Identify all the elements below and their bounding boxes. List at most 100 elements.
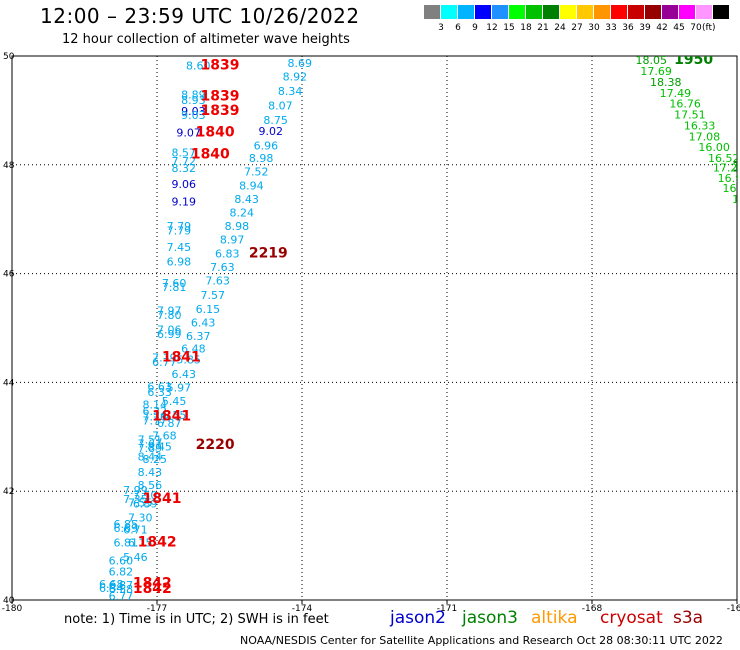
swh-value-label: 17.51 (674, 109, 706, 122)
colorbar-label: 30 (588, 23, 600, 33)
swh-value-label: 18.05 (636, 54, 668, 67)
swh-value-label: 6.48 (181, 342, 206, 355)
colorbar-swatch (424, 5, 440, 19)
swh-value-label: 5.45 (162, 395, 187, 408)
swh-value-label: 6.85 (114, 518, 139, 531)
pass-time-label: 1839 (201, 103, 240, 119)
colorbar-swatch (475, 5, 491, 19)
swh-value-label: 6.43 (191, 316, 216, 329)
x-tick-label: -177 (147, 604, 167, 614)
swh-value-label: 9.06 (172, 178, 197, 191)
x-tick-label: -165 (727, 604, 740, 614)
swh-value-label: 7.26 (143, 410, 168, 423)
colorbar-swatch (492, 5, 508, 19)
swh-value-label: 6.99 (157, 328, 182, 341)
x-tick-label: -180 (2, 604, 23, 614)
colorbar-label: 33 (605, 23, 617, 33)
colorbar-label: 42 (656, 23, 668, 33)
swh-value-label: 8.32 (172, 162, 197, 175)
swh-value-label: 7.30 (128, 512, 153, 525)
y-tick-label: 44 (3, 378, 15, 388)
swh-value-label: 6.81 (114, 537, 139, 550)
swh-value-label: 6.96 (254, 140, 279, 153)
colorbar-swatch (645, 5, 661, 19)
legend-item-jason2: jason2 (390, 608, 446, 628)
swh-value-label: 8.24 (230, 206, 255, 219)
pass-time-label: 1950 (674, 52, 713, 68)
swh-value-label: 7.45 (167, 241, 192, 254)
colorbar-label: 24 (554, 23, 566, 33)
swh-value-label: 8.44 (138, 451, 163, 464)
swh-value-label: 7.72 (172, 155, 197, 168)
pass-time-label: 1842 (133, 581, 172, 597)
swh-value-label: 16.90 (718, 172, 740, 185)
swh-value-label: 9.03 (181, 109, 206, 122)
swh-value-label: 7.67 (138, 438, 163, 451)
colorbar-label: 27 (571, 23, 583, 33)
swh-value-label: 7.99 (123, 484, 147, 497)
swh-value-label: 8.93 (181, 94, 206, 107)
swh-value-label: 17.08 (689, 130, 721, 143)
swh-value-label: 6.43 (172, 368, 197, 381)
swh-value-label: 7.50 (133, 489, 158, 502)
swh-value-label: 7.79 (167, 220, 192, 233)
colorbar-swatch (628, 5, 644, 19)
swh-value-label: 9.19 (172, 196, 197, 209)
colorbar-swatch (679, 5, 695, 19)
swh-value-label: 16.76 (669, 98, 701, 111)
swh-value-label: 6.68 (99, 578, 124, 591)
swh-value-label: 8.45 (147, 440, 172, 453)
swh-value-label: 7.80 (157, 309, 182, 322)
colorbar-label: 6 (455, 23, 461, 33)
colorbar-label: 9 (472, 23, 478, 33)
x-tick-label: -171 (437, 604, 457, 614)
colorbar-label: 18 (520, 23, 532, 33)
colorbar-swatch (560, 5, 576, 19)
swh-value-label: 7.68 (152, 430, 177, 443)
swh-value-label: 8.56 (138, 479, 163, 492)
swh-value-label: 8.69 (288, 57, 313, 70)
swh-value-label: 5.97 (167, 382, 192, 395)
y-tick-label: 46 (3, 270, 15, 280)
colorbar-label: 70 (690, 23, 702, 33)
colorbar-swatch (611, 5, 627, 19)
swh-value-label: 8.97 (220, 234, 245, 247)
map-subtitle: 12 hour collection of altimeter wave hei… (62, 32, 350, 47)
y-tick-label: 40 (3, 596, 15, 606)
colorbar-label: 21 (537, 23, 549, 33)
swh-value-label: 8.92 (283, 70, 308, 83)
swh-value-label: 6.55 (162, 409, 187, 422)
pass-time-label: 1841 (143, 491, 182, 507)
footnote: note: 1) Time is in UTC; 2) SWH is in fe… (64, 612, 329, 627)
swh-value-label: 16.49 (723, 182, 740, 195)
plot-frame (11, 55, 738, 601)
swh-value-label: 8.07 (268, 99, 293, 112)
swh-value-label: 8.98 (249, 152, 273, 165)
pass-time-label: 1841 (152, 408, 191, 424)
swh-value-label: 6.60 (109, 555, 133, 568)
swh-value-label: 7.06 (157, 323, 182, 336)
swh-value-label: 7.63 (210, 261, 235, 274)
swh-value-label: 8.60 (186, 60, 211, 73)
swh-value-label: 7.55 (128, 496, 153, 509)
swh-value-label: 17.69 (640, 65, 672, 78)
legend-item-s3a: s3a (673, 608, 704, 628)
colorbar-swatch (594, 5, 610, 19)
colorbar-swatch (577, 5, 593, 19)
swh-value-label: 7.79 (167, 224, 192, 237)
swh-value-label: 8.43 (138, 466, 163, 479)
swh-value-label: 15.98 (732, 193, 740, 206)
colorbar-label: 39 (639, 23, 651, 33)
swh-value-label: 8.34 (278, 85, 303, 98)
colorbar-label: 12 (486, 23, 498, 33)
swh-value-label: 6.34 (99, 582, 124, 595)
swh-value-label: 9.02 (259, 125, 284, 138)
swh-value-label: 6.83 (215, 247, 240, 260)
swh-value-label: 7.19 (152, 352, 177, 365)
legend-item-cryosat: cryosat (600, 608, 663, 628)
swh-value-label: 6.37 (186, 330, 211, 343)
colorbar-swatch (696, 5, 712, 19)
swh-value-label: 9.03 (181, 105, 206, 118)
colorbar-unit: (ft) (702, 23, 716, 33)
